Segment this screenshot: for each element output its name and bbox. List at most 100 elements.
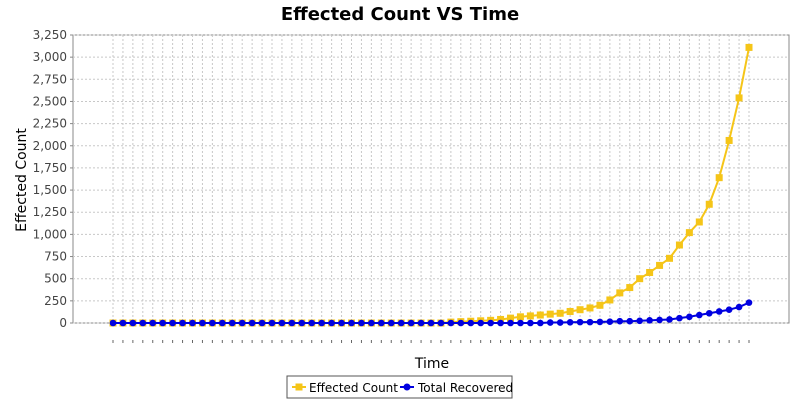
- data-point-recovered: [119, 319, 127, 327]
- data-point-recovered: [626, 317, 634, 325]
- data-point-effected: [646, 268, 654, 276]
- data-point-effected: [536, 311, 544, 319]
- data-point-recovered: [745, 299, 753, 306]
- data-point-recovered: [308, 319, 316, 327]
- data-point-recovered: [497, 319, 504, 327]
- data-point-effected: [566, 307, 574, 315]
- data-point-recovered: [646, 317, 653, 324]
- data-point-recovered: [686, 313, 693, 321]
- data-point-recovered: [556, 319, 564, 326]
- data-point-recovered: [586, 318, 594, 326]
- y-tick-label: 3,250: [33, 28, 67, 42]
- y-tick-label: 1,250: [33, 205, 67, 219]
- legend-box: [286, 375, 513, 399]
- data-point-recovered: [696, 311, 703, 319]
- data-point-recovered: [288, 319, 296, 327]
- y-tick-label: 500: [44, 272, 67, 286]
- chart-title: Effected Count VS Time: [281, 4, 519, 25]
- data-point-effected: [526, 312, 534, 320]
- data-point-recovered: [636, 317, 643, 325]
- y-tick-label: 1,500: [33, 183, 67, 197]
- data-point-recovered: [606, 318, 614, 325]
- legend-recovered-marker: [403, 383, 411, 391]
- data-point-effected: [675, 241, 683, 249]
- data-point-recovered: [378, 319, 385, 327]
- x-axis-label: Time: [414, 356, 449, 372]
- data-point-recovered: [139, 319, 147, 327]
- data-point-recovered: [715, 308, 723, 315]
- data-point-recovered: [676, 314, 683, 322]
- data-point-recovered: [666, 316, 673, 323]
- data-point-recovered: [427, 319, 435, 327]
- data-point-recovered: [477, 319, 484, 327]
- y-tick-label: 750: [44, 250, 67, 264]
- data-point-recovered: [387, 319, 395, 327]
- y-tick-label: 3,000: [33, 50, 67, 64]
- data-point-effected: [656, 261, 664, 269]
- data-point-effected: [556, 309, 564, 317]
- data-point-recovered: [228, 319, 236, 327]
- data-point-recovered: [129, 319, 137, 327]
- y-axis-label: Effected Count: [14, 128, 30, 232]
- y-tick-label: 1,750: [33, 161, 67, 175]
- data-point-effected: [626, 284, 634, 292]
- data-point-effected: [497, 315, 505, 323]
- data-point-effected: [735, 94, 743, 102]
- data-point-recovered: [318, 319, 325, 327]
- data-point-recovered: [546, 319, 554, 326]
- data-point-effected: [606, 296, 614, 304]
- y-tick-label: 2,250: [33, 117, 67, 131]
- data-point-recovered: [596, 318, 604, 326]
- legend-effected-marker: [295, 383, 303, 391]
- data-point-recovered: [437, 319, 445, 327]
- data-point-effected: [616, 289, 624, 297]
- y-tick-label: 0: [59, 316, 67, 330]
- data-point-effected: [596, 301, 604, 309]
- data-point-recovered: [328, 319, 335, 327]
- data-point-recovered: [169, 319, 176, 327]
- y-tick-label: 1,000: [33, 227, 67, 241]
- data-point-recovered: [566, 318, 574, 326]
- data-point-recovered: [487, 319, 494, 327]
- legend: Effected Count Total Recovered: [286, 375, 513, 399]
- data-point-recovered: [268, 319, 276, 327]
- data-point-recovered: [656, 316, 663, 324]
- data-point-recovered: [537, 319, 544, 327]
- data-point-recovered: [527, 319, 534, 327]
- data-point-effected: [715, 174, 723, 182]
- data-point-effected: [685, 229, 693, 237]
- data-point-effected: [576, 306, 584, 314]
- data-point-recovered: [417, 319, 425, 327]
- data-point-recovered: [705, 309, 713, 317]
- data-point-recovered: [507, 319, 514, 327]
- data-point-recovered: [447, 319, 455, 327]
- data-point-recovered: [189, 319, 196, 327]
- data-point-recovered: [149, 319, 157, 327]
- data-point-recovered: [348, 319, 355, 327]
- y-tick-label: 250: [44, 294, 67, 308]
- data-point-recovered: [258, 319, 266, 327]
- data-point-recovered: [397, 319, 405, 327]
- data-point-recovered: [179, 319, 186, 327]
- data-point-recovered: [407, 319, 415, 327]
- grid: [73, 34, 789, 324]
- data-point-recovered: [209, 319, 216, 327]
- y-tick-label: 2,500: [33, 94, 67, 108]
- data-point-effected: [695, 218, 703, 226]
- y-axis: 0 250 500 750 1,000 1,250 1,500 1,750 2,000 2,250…: [33, 28, 73, 330]
- data-point-effected: [586, 304, 594, 312]
- x-axis: [112, 340, 750, 343]
- legend-effected-label: Effected Count: [309, 381, 398, 395]
- data-point-effected: [745, 43, 753, 51]
- legend-recovered-label: Total Recovered: [417, 381, 513, 395]
- y-tick-label: 2,750: [33, 72, 67, 86]
- data-point-recovered: [248, 319, 256, 327]
- data-point-recovered: [725, 306, 733, 314]
- data-point-recovered: [576, 318, 584, 326]
- data-point-recovered: [159, 319, 166, 327]
- series-group: [109, 43, 753, 327]
- data-point-recovered: [238, 319, 246, 327]
- y-tick-label: 2,000: [33, 139, 67, 153]
- data-point-effected: [705, 200, 713, 208]
- data-point-effected: [507, 314, 514, 322]
